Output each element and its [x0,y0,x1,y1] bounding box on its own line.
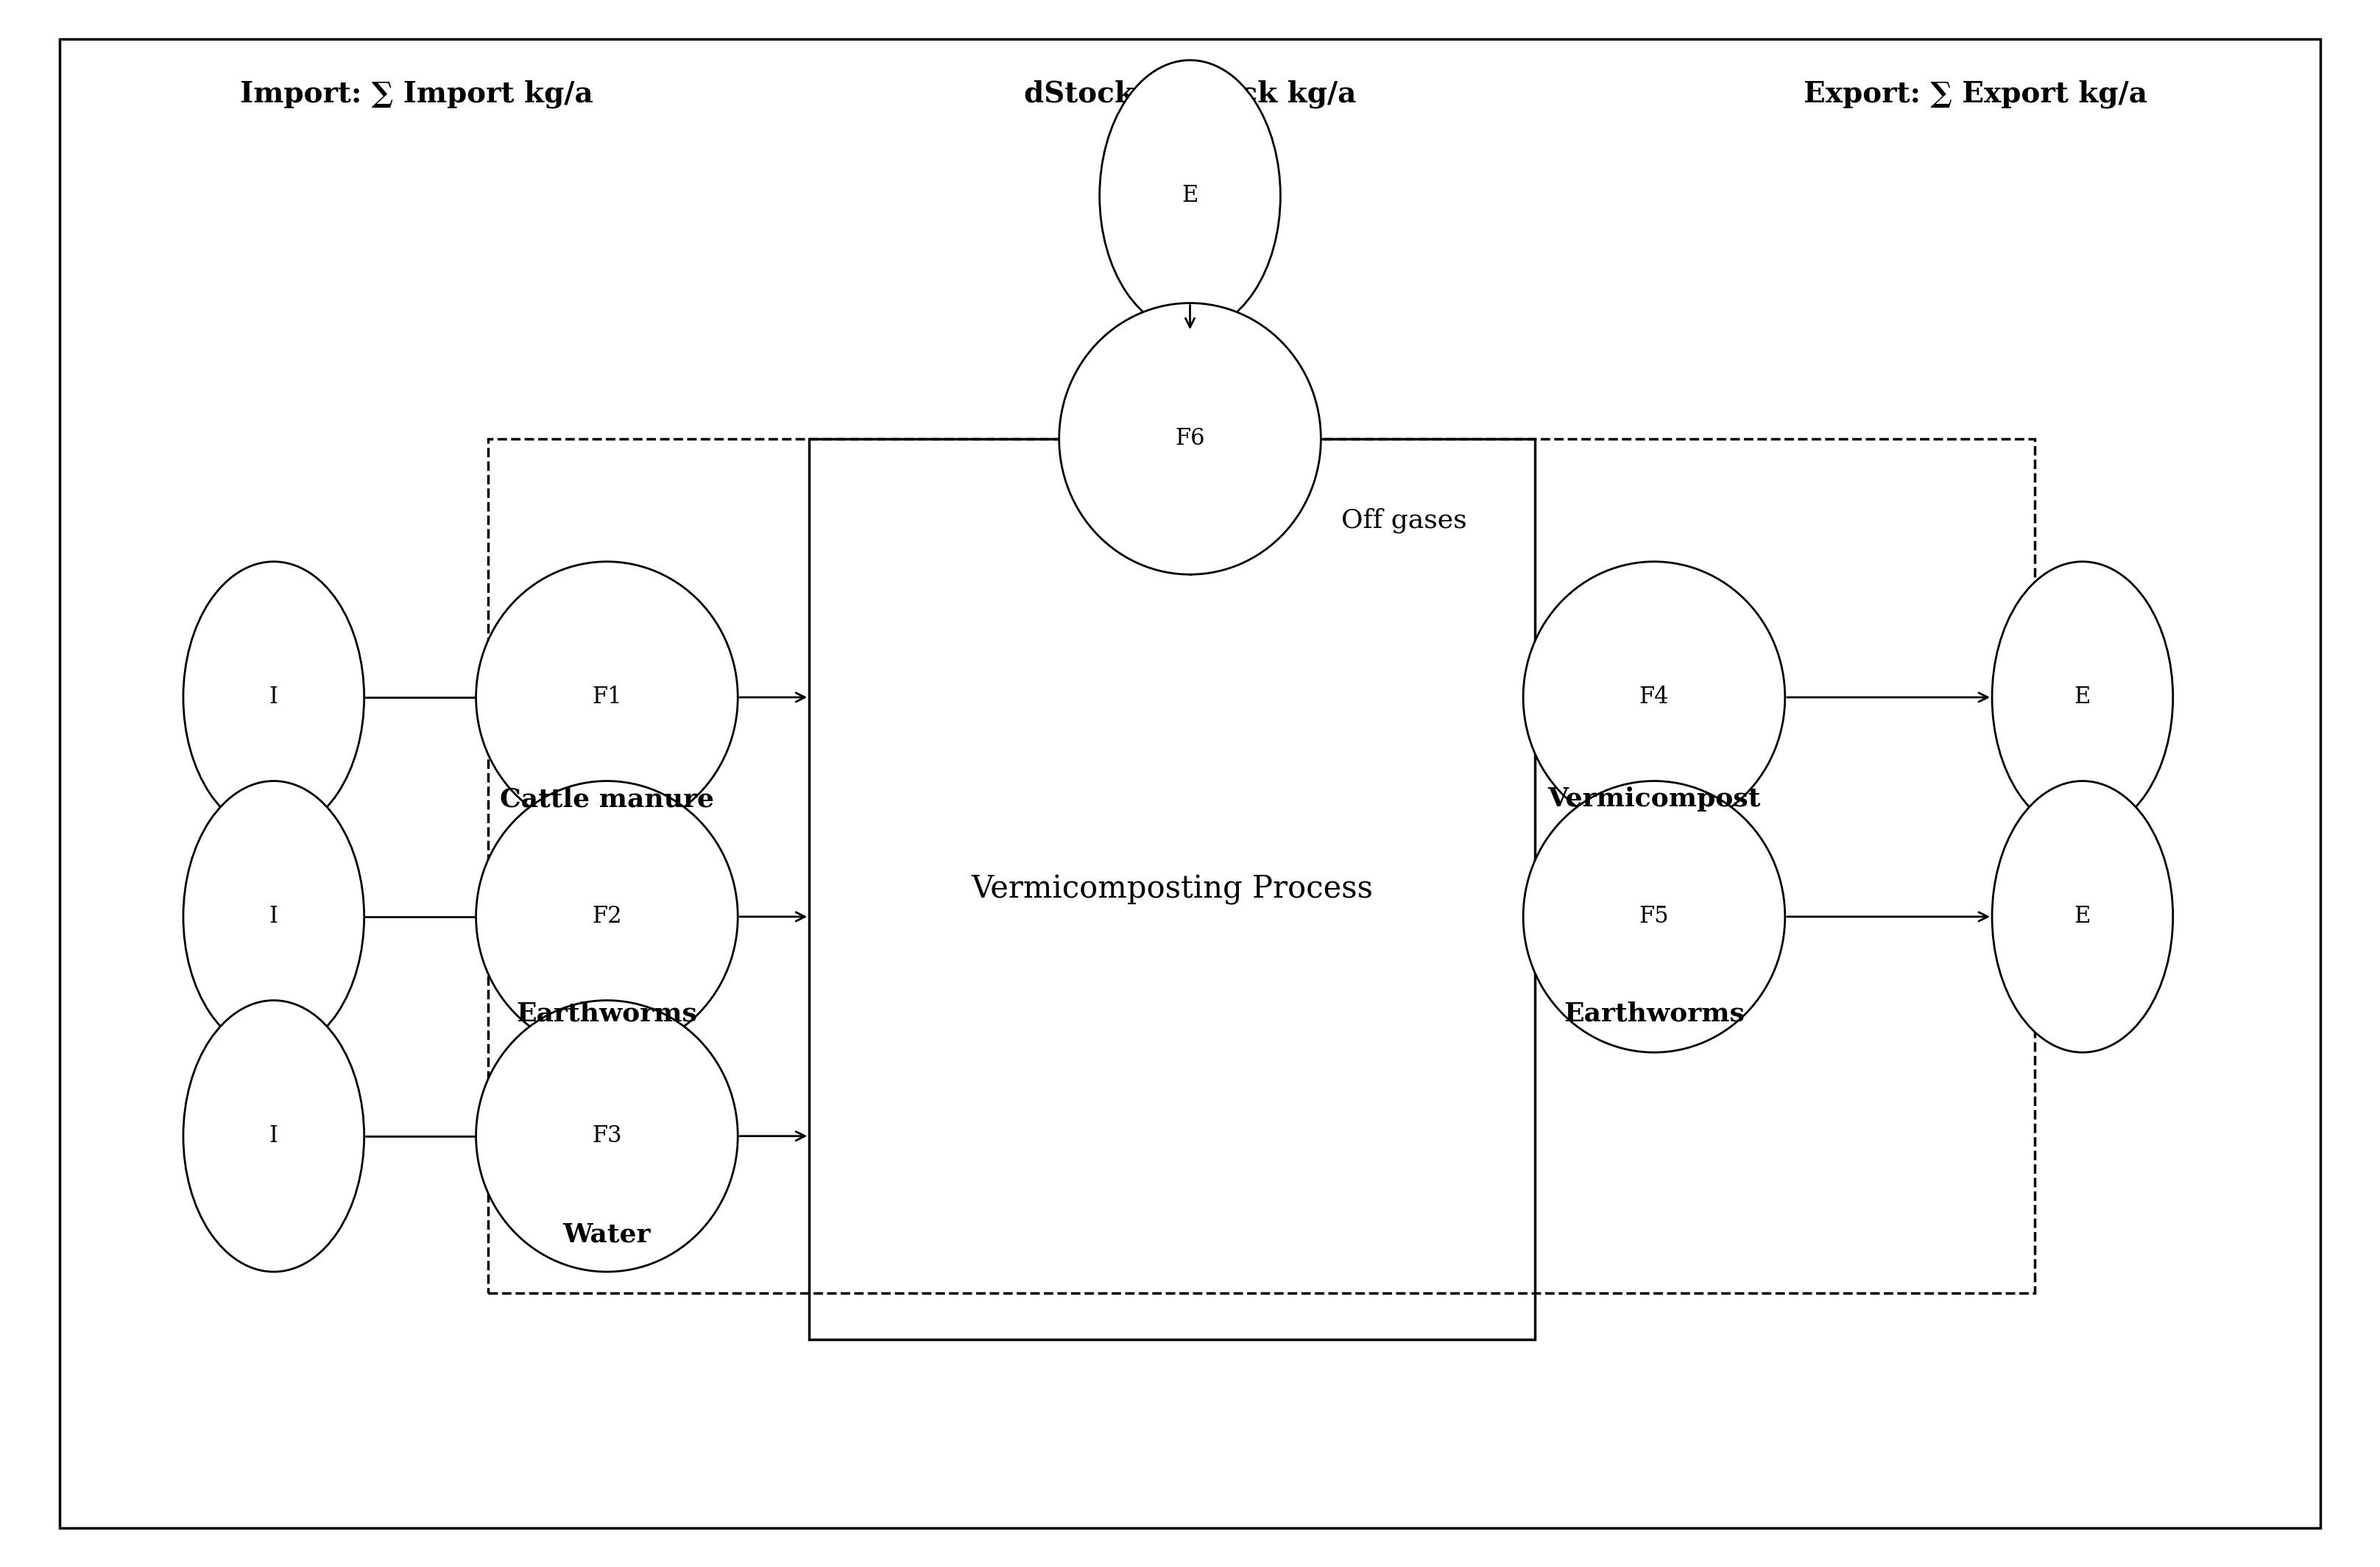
Text: F4: F4 [1640,686,1668,708]
Ellipse shape [476,780,738,1053]
Text: Off gases: Off gases [1342,508,1466,533]
Ellipse shape [1059,302,1321,575]
Text: F1: F1 [593,686,621,708]
Text: F3: F3 [593,1125,621,1147]
Ellipse shape [1992,780,2173,1053]
Ellipse shape [476,561,738,834]
Text: F5: F5 [1640,906,1668,928]
Text: dStock: Δ Stock kg/a: dStock: Δ Stock kg/a [1023,80,1357,108]
Ellipse shape [1523,780,1785,1053]
Text: E: E [2075,686,2090,708]
Text: Vermicomposting Process: Vermicomposting Process [971,874,1373,904]
Ellipse shape [476,1000,738,1272]
Text: E: E [2075,906,2090,928]
Text: F2: F2 [593,906,621,928]
Ellipse shape [183,780,364,1053]
Text: Earthworms: Earthworms [1564,1001,1745,1026]
Text: I: I [269,906,278,928]
Text: F6: F6 [1176,428,1204,450]
Ellipse shape [1992,561,2173,834]
Text: Earthworms: Earthworms [516,1001,697,1026]
Ellipse shape [1100,60,1280,332]
Text: Export: ∑ Export kg/a: Export: ∑ Export kg/a [1804,80,2147,108]
Text: Water: Water [564,1222,650,1247]
Text: E: E [1183,185,1197,207]
Ellipse shape [1523,561,1785,834]
Text: Import: ∑ Import kg/a: Import: ∑ Import kg/a [240,80,593,108]
Ellipse shape [183,1000,364,1272]
Text: I: I [269,686,278,708]
Text: Vermicompost: Vermicompost [1547,787,1761,812]
Ellipse shape [183,561,364,834]
Text: Cattle manure: Cattle manure [500,787,714,812]
FancyBboxPatch shape [60,39,2320,1528]
FancyBboxPatch shape [809,439,1535,1340]
Text: I: I [269,1125,278,1147]
